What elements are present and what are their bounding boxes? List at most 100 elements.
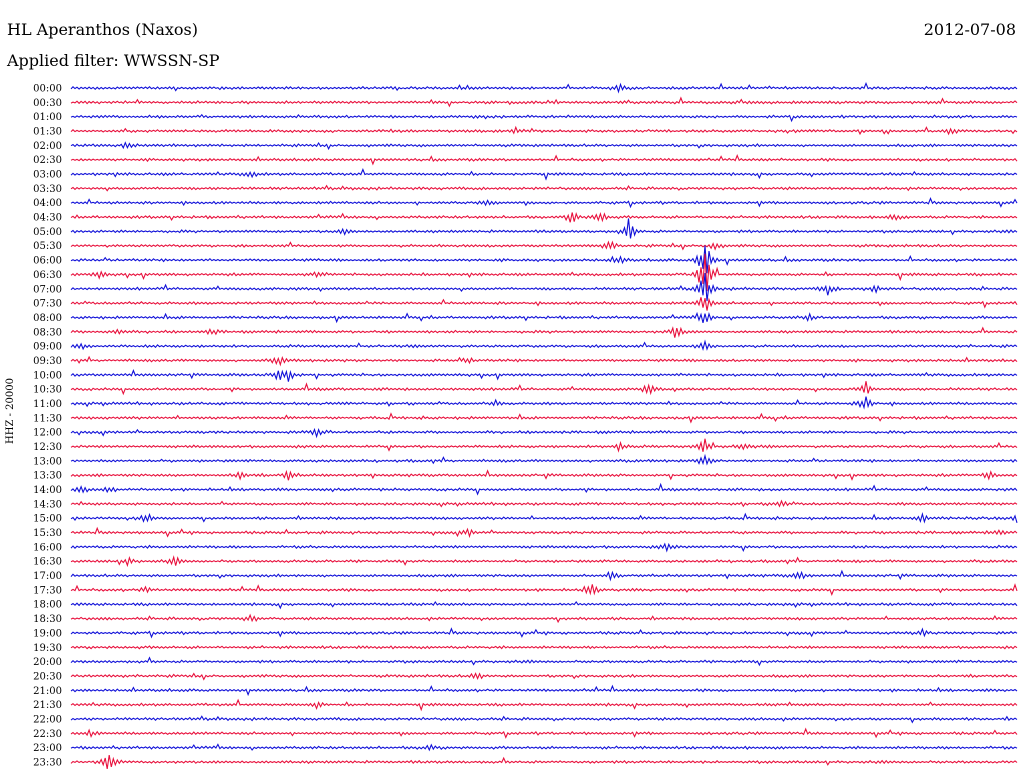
time-tick-label: 22:30 xyxy=(33,729,62,740)
time-tick-label: 12:30 xyxy=(33,442,62,453)
trace-row-0230 xyxy=(70,154,1018,166)
trace-row-0200 xyxy=(70,141,1018,151)
time-tick-label: 23:30 xyxy=(33,757,62,768)
trace-row-0630 xyxy=(70,253,1018,292)
time-tick-label: 08:00 xyxy=(33,313,62,324)
time-tick-label: 16:30 xyxy=(33,557,62,568)
time-tick-label: 00:00 xyxy=(33,84,62,95)
time-tick-label: 22:00 xyxy=(33,714,62,725)
trace-row-0830 xyxy=(70,326,1018,338)
trace-row-0400 xyxy=(70,197,1018,209)
trace-row-1830 xyxy=(70,613,1018,624)
trace-row-1200 xyxy=(70,427,1018,439)
time-tick-label: 04:30 xyxy=(33,213,62,224)
time-tick-label: 20:00 xyxy=(33,657,62,668)
time-tick-label: 02:00 xyxy=(33,141,62,152)
trace-row-1730 xyxy=(70,583,1018,597)
trace-row-2230 xyxy=(70,727,1018,739)
time-tick-label: 10:30 xyxy=(33,385,62,396)
time-tick-label: 10:00 xyxy=(33,370,62,381)
time-tick-label: 03:00 xyxy=(33,170,62,181)
trace-row-1800 xyxy=(70,600,1018,610)
time-tick-label: 06:30 xyxy=(33,270,62,281)
time-tick-label: 20:30 xyxy=(33,671,62,682)
trace-row-1700 xyxy=(70,569,1018,582)
time-tick-label: 06:00 xyxy=(33,256,62,267)
trace-row-0330 xyxy=(70,184,1018,192)
trace-row-1230 xyxy=(70,438,1018,453)
time-tick-label: 05:30 xyxy=(33,241,62,252)
time-tick-label: 19:30 xyxy=(33,643,62,654)
trace-row-0000 xyxy=(70,81,1018,94)
time-tick-label: 09:30 xyxy=(33,356,62,367)
trace-row-0500 xyxy=(70,218,1018,239)
date-label: 2012-07-08 xyxy=(923,20,1016,39)
time-tick-label: 07:30 xyxy=(33,299,62,310)
trace-row-0730 xyxy=(70,297,1018,311)
time-tick-label: 12:00 xyxy=(33,428,62,439)
time-tick-label: 21:30 xyxy=(33,700,62,711)
trace-row-0530 xyxy=(70,240,1018,251)
trace-row-1130 xyxy=(70,412,1018,424)
trace-lines xyxy=(70,81,1018,769)
trace-row-0300 xyxy=(70,168,1018,181)
time-tick-label: 05:00 xyxy=(33,227,62,238)
time-tick-label: 13:30 xyxy=(33,471,62,482)
time-tick-label: 00:30 xyxy=(33,98,62,109)
time-tick-label: 07:00 xyxy=(33,284,62,295)
time-tick-label: 17:30 xyxy=(33,585,62,596)
trace-row-2000 xyxy=(70,656,1018,667)
time-tick-label: 14:30 xyxy=(33,499,62,510)
trace-row-0930 xyxy=(70,355,1018,367)
time-tick-label: 18:00 xyxy=(33,600,62,611)
trace-row-2200 xyxy=(70,715,1018,724)
trace-row-1330 xyxy=(70,469,1018,481)
time-tick-label: 19:00 xyxy=(33,628,62,639)
time-tick-labels: 00:00 00:30 01:00 01:30 02:00 02:30 03:00 03:30… xyxy=(33,84,62,769)
time-tick-label: 15:30 xyxy=(33,528,62,539)
time-tick-label: 01:30 xyxy=(33,127,62,138)
time-tick-label: 18:30 xyxy=(33,614,62,625)
time-tick-label: 08:30 xyxy=(33,327,62,338)
trace-row-0900 xyxy=(70,339,1018,351)
trace-row-0430 xyxy=(70,211,1018,223)
trace-row-1930 xyxy=(70,645,1018,650)
trace-row-1000 xyxy=(70,368,1018,382)
trace-row-1400 xyxy=(70,482,1018,496)
trace-row-0100 xyxy=(70,113,1018,123)
trace-row-0700 xyxy=(70,273,1018,302)
time-tick-label: 11:30 xyxy=(33,413,62,424)
trace-row-1430 xyxy=(70,499,1018,508)
time-tick-label: 01:00 xyxy=(33,112,62,123)
time-tick-label: 11:00 xyxy=(33,399,62,410)
time-tick-label: 21:00 xyxy=(33,686,62,697)
time-tick-label: 13:00 xyxy=(33,456,62,467)
trace-row-1030 xyxy=(70,381,1018,396)
trace-row-2130 xyxy=(70,698,1018,712)
time-tick-label: 14:00 xyxy=(33,485,62,496)
time-tick-label: 02:30 xyxy=(33,155,62,166)
trace-row-2030 xyxy=(70,672,1018,681)
trace-row-1500 xyxy=(70,511,1018,524)
trace-row-2100 xyxy=(70,684,1018,697)
trace-row-1300 xyxy=(70,453,1018,466)
time-tick-label: 16:00 xyxy=(33,542,62,553)
trace-row-0800 xyxy=(70,311,1018,324)
trace-row-1530 xyxy=(70,526,1018,539)
trace-row-1100 xyxy=(70,396,1018,410)
trace-row-1630 xyxy=(70,555,1018,568)
trace-row-2300 xyxy=(70,743,1018,752)
time-tick-label: 23:00 xyxy=(33,743,62,754)
time-tick-label: 09:00 xyxy=(33,342,62,353)
station-title: HL Aperanthos (Naxos) xyxy=(7,20,198,39)
trace-row-2330 xyxy=(70,755,1018,769)
time-tick-label: 04:00 xyxy=(33,198,62,209)
trace-row-0130 xyxy=(70,125,1018,136)
trace-row-1900 xyxy=(70,627,1018,639)
time-tick-label: 03:30 xyxy=(33,184,62,195)
trace-row-1600 xyxy=(70,542,1018,553)
trace-row-0600 xyxy=(70,245,1018,274)
trace-row-0030 xyxy=(70,96,1018,108)
time-tick-label: 15:00 xyxy=(33,514,62,525)
